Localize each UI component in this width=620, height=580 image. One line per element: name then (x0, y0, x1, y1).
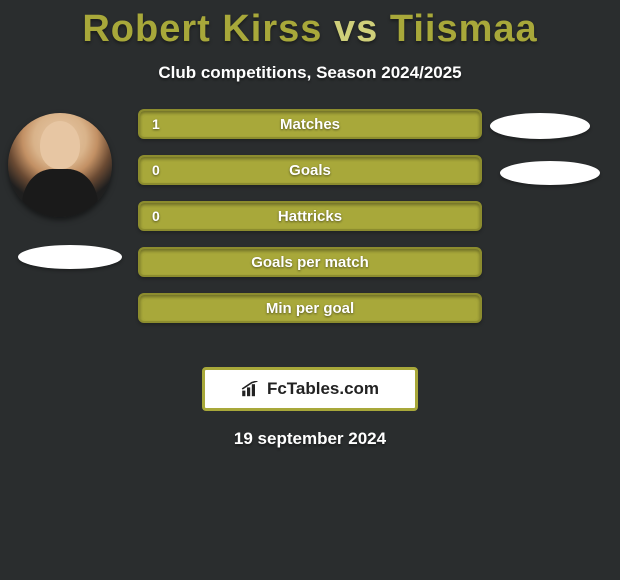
player1-name-ellipse (18, 245, 122, 269)
stat-label-mpg: Min per goal (180, 300, 480, 317)
brand-text: FcTables.com (267, 379, 379, 399)
player2-name-ellipse (500, 161, 600, 185)
stat-value-hattricks: 0 (140, 208, 180, 224)
page-title: Robert Kirss vs Tiismaa (0, 0, 620, 51)
date: 19 september 2024 (0, 429, 620, 449)
stat-bars: 1 Matches 0 Goals 0 Hattricks Goals per … (138, 109, 482, 339)
stat-bar-min-per-goal: Min per goal (138, 293, 482, 323)
stat-label-gpm: Goals per match (180, 254, 480, 271)
player2-avatar-ellipse (490, 113, 590, 139)
stats-area: 1 Matches 0 Goals 0 Hattricks Goals per … (0, 113, 620, 353)
stat-bar-goals-per-match: Goals per match (138, 247, 482, 277)
stat-bar-goals: 0 Goals (138, 155, 482, 185)
stat-bar-matches: 1 Matches (138, 109, 482, 139)
title-vs: vs (334, 8, 378, 50)
title-player2: Tiismaa (390, 8, 538, 50)
stat-bar-hattricks: 0 Hattricks (138, 201, 482, 231)
stat-value-matches: 1 (140, 116, 180, 132)
title-player1: Robert Kirss (82, 8, 322, 50)
stat-label-hattricks: Hattricks (180, 208, 480, 225)
bar-chart-icon (241, 381, 261, 397)
player1-avatar (8, 113, 112, 217)
brand-badge[interactable]: FcTables.com (202, 367, 418, 411)
stat-label-goals: Goals (180, 162, 480, 179)
stat-value-goals: 0 (140, 162, 180, 178)
subtitle: Club competitions, Season 2024/2025 (0, 63, 620, 83)
stat-label-matches: Matches (180, 116, 480, 133)
comparison-card: Robert Kirss vs Tiismaa Club competition… (0, 0, 620, 449)
